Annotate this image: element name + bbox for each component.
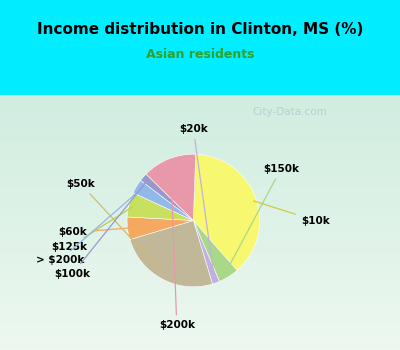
Text: $200k: $200k bbox=[159, 167, 195, 330]
Text: Asian residents: Asian residents bbox=[146, 48, 254, 61]
Wedge shape bbox=[193, 220, 237, 281]
Wedge shape bbox=[127, 193, 193, 220]
Text: $50k: $50k bbox=[66, 179, 162, 272]
Text: $20k: $20k bbox=[179, 124, 214, 275]
Text: $10k: $10k bbox=[254, 201, 330, 225]
Text: > $200k: > $200k bbox=[36, 191, 139, 265]
Wedge shape bbox=[146, 154, 196, 220]
Text: $60k: $60k bbox=[58, 228, 130, 237]
Wedge shape bbox=[133, 180, 193, 220]
Text: Income distribution in Clinton, MS (%): Income distribution in Clinton, MS (%) bbox=[37, 22, 363, 37]
Wedge shape bbox=[141, 174, 193, 220]
Text: $100k: $100k bbox=[54, 183, 146, 279]
Text: $150k: $150k bbox=[227, 164, 299, 270]
Wedge shape bbox=[193, 220, 220, 284]
Wedge shape bbox=[193, 154, 260, 271]
Wedge shape bbox=[130, 220, 212, 287]
Wedge shape bbox=[127, 217, 193, 240]
Text: $125k: $125k bbox=[51, 207, 132, 252]
Text: City-Data.com: City-Data.com bbox=[252, 107, 327, 117]
